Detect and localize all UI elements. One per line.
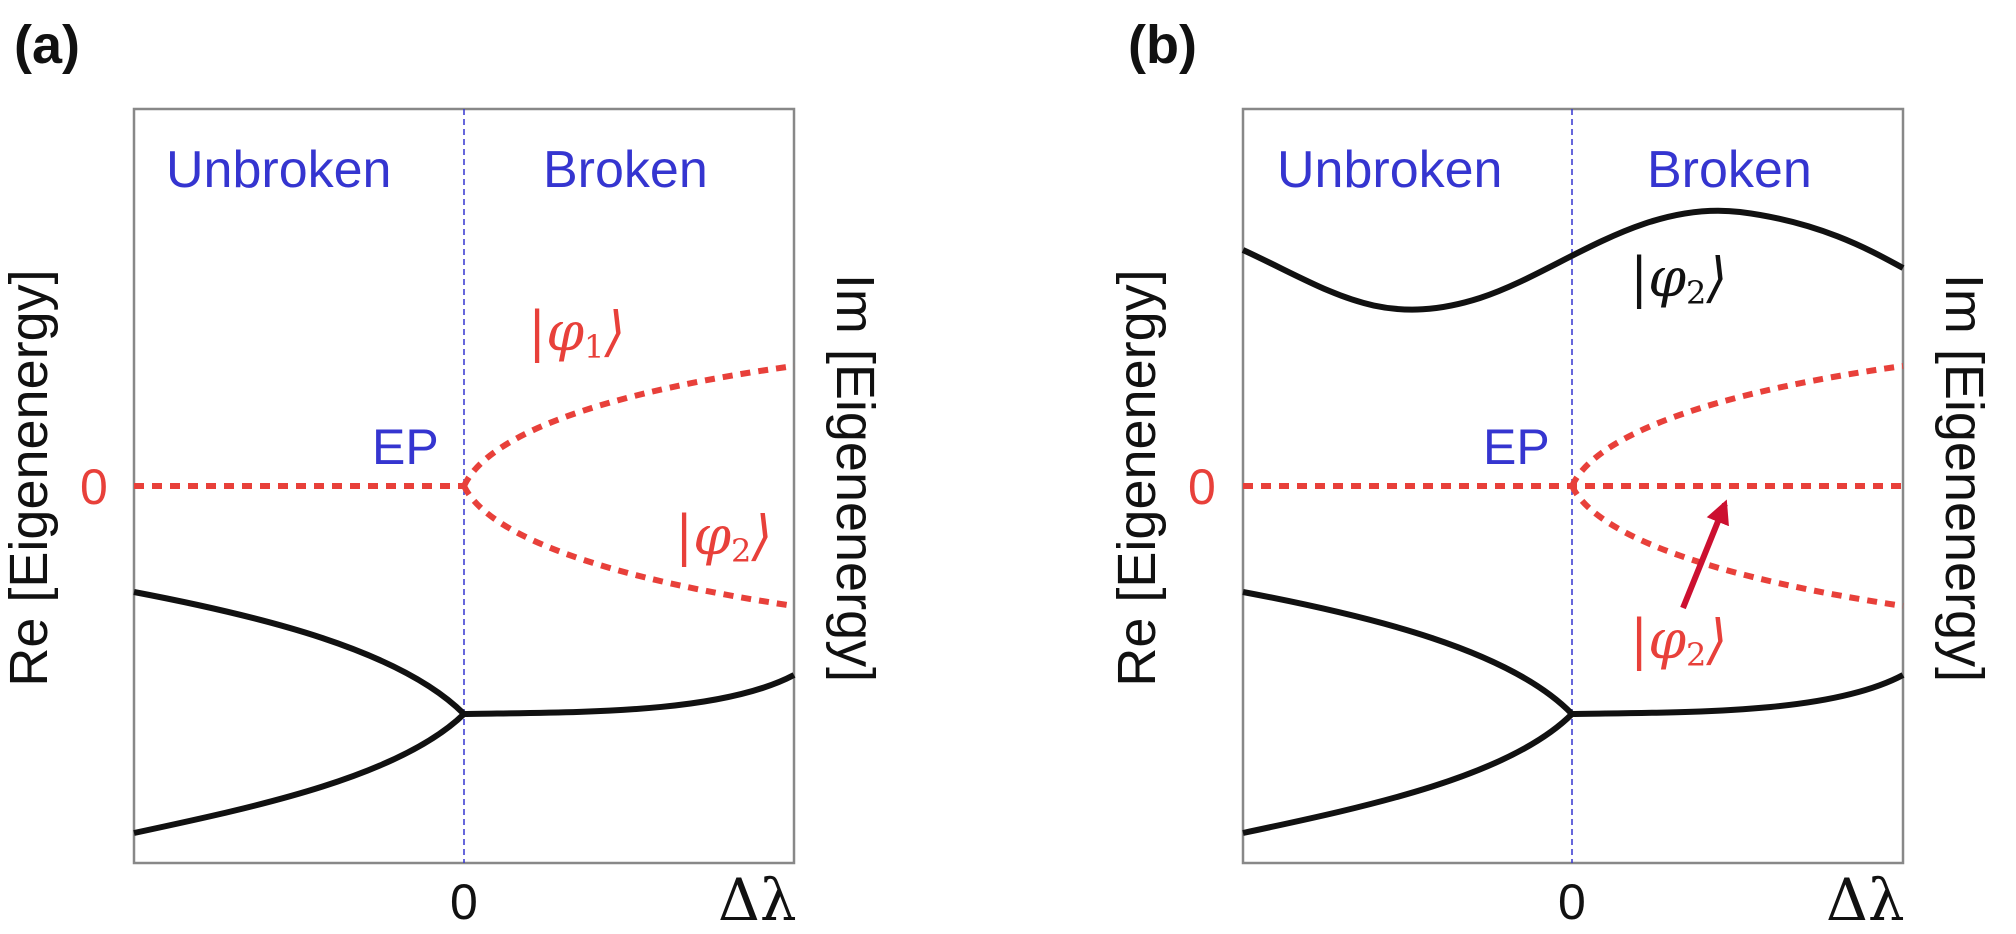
panel-a-ket-phi1: |φ1⟩	[528, 300, 626, 366]
panel-b-ep-label: EP	[1483, 419, 1550, 475]
panel-a-x-zero: 0	[450, 874, 478, 930]
panel-a-ket-phi1-symbol: φ	[546, 300, 585, 363]
panel-a-red-upper-branch	[461, 363, 795, 488]
panel-a-red-lower-branch	[461, 484, 795, 609]
panel-b-black-broken-branch	[1571, 672, 1905, 717]
panel-a-y-zero: 0	[80, 459, 108, 515]
panel-b-black-upper-branch	[1242, 589, 1575, 717]
panel-b-unbroken-label: Unbroken	[1277, 141, 1503, 199]
panel-a-ket-phi2-symbol: φ	[693, 504, 732, 567]
panel-a-black-broken-branch	[463, 672, 796, 717]
panel-a-ep-label: EP	[372, 419, 439, 475]
panel-b-ket-phi2-red-symbol: φ	[1648, 608, 1687, 671]
panel-a-x-label: Δλ	[718, 866, 797, 934]
panel-b-black-lower-branch	[1242, 711, 1575, 836]
panel-a-ket-phi2: |φ2⟩	[675, 504, 773, 570]
panel-b-ket-phi2-black: |φ2⟩	[1630, 246, 1728, 312]
panel-a-broken-label: Broken	[543, 141, 708, 199]
panel-a-letter: (a)	[14, 15, 80, 75]
panel-b-ket-phi2-black-symbol: φ	[1648, 246, 1687, 309]
panel-b-ket-phi2-red-subscript: 2	[1686, 636, 1707, 674]
panel-a-black-upper-branch	[133, 589, 467, 717]
panel-b-ket-phi2-red: |φ2⟩	[1630, 608, 1728, 674]
panel-b-x-label: Δλ	[1826, 866, 1905, 934]
panel-a-unbroken-label: Unbroken	[166, 141, 392, 199]
panel-b-x-zero: 0	[1558, 874, 1586, 930]
panel-b-red-upper-branch	[1569, 363, 1904, 488]
panel-b-broken-label: Broken	[1647, 141, 1812, 199]
panel-a-ket-phi1-subscript: 1	[584, 328, 605, 366]
panel-b-y-zero: 0	[1188, 459, 1216, 515]
panel-a-black-lower-branch	[133, 711, 467, 836]
panel-b-ket-phi2-black-subscript: 2	[1686, 274, 1707, 312]
panel-b-letter: (b)	[1128, 15, 1197, 75]
panel-b-red-lower-branch	[1569, 484, 1904, 609]
panel-b-red-arrow	[1680, 499, 1729, 610]
panel-a-ket-phi2-subscript: 2	[731, 532, 752, 570]
panel-b-black-top-wave	[1241, 207, 1905, 313]
